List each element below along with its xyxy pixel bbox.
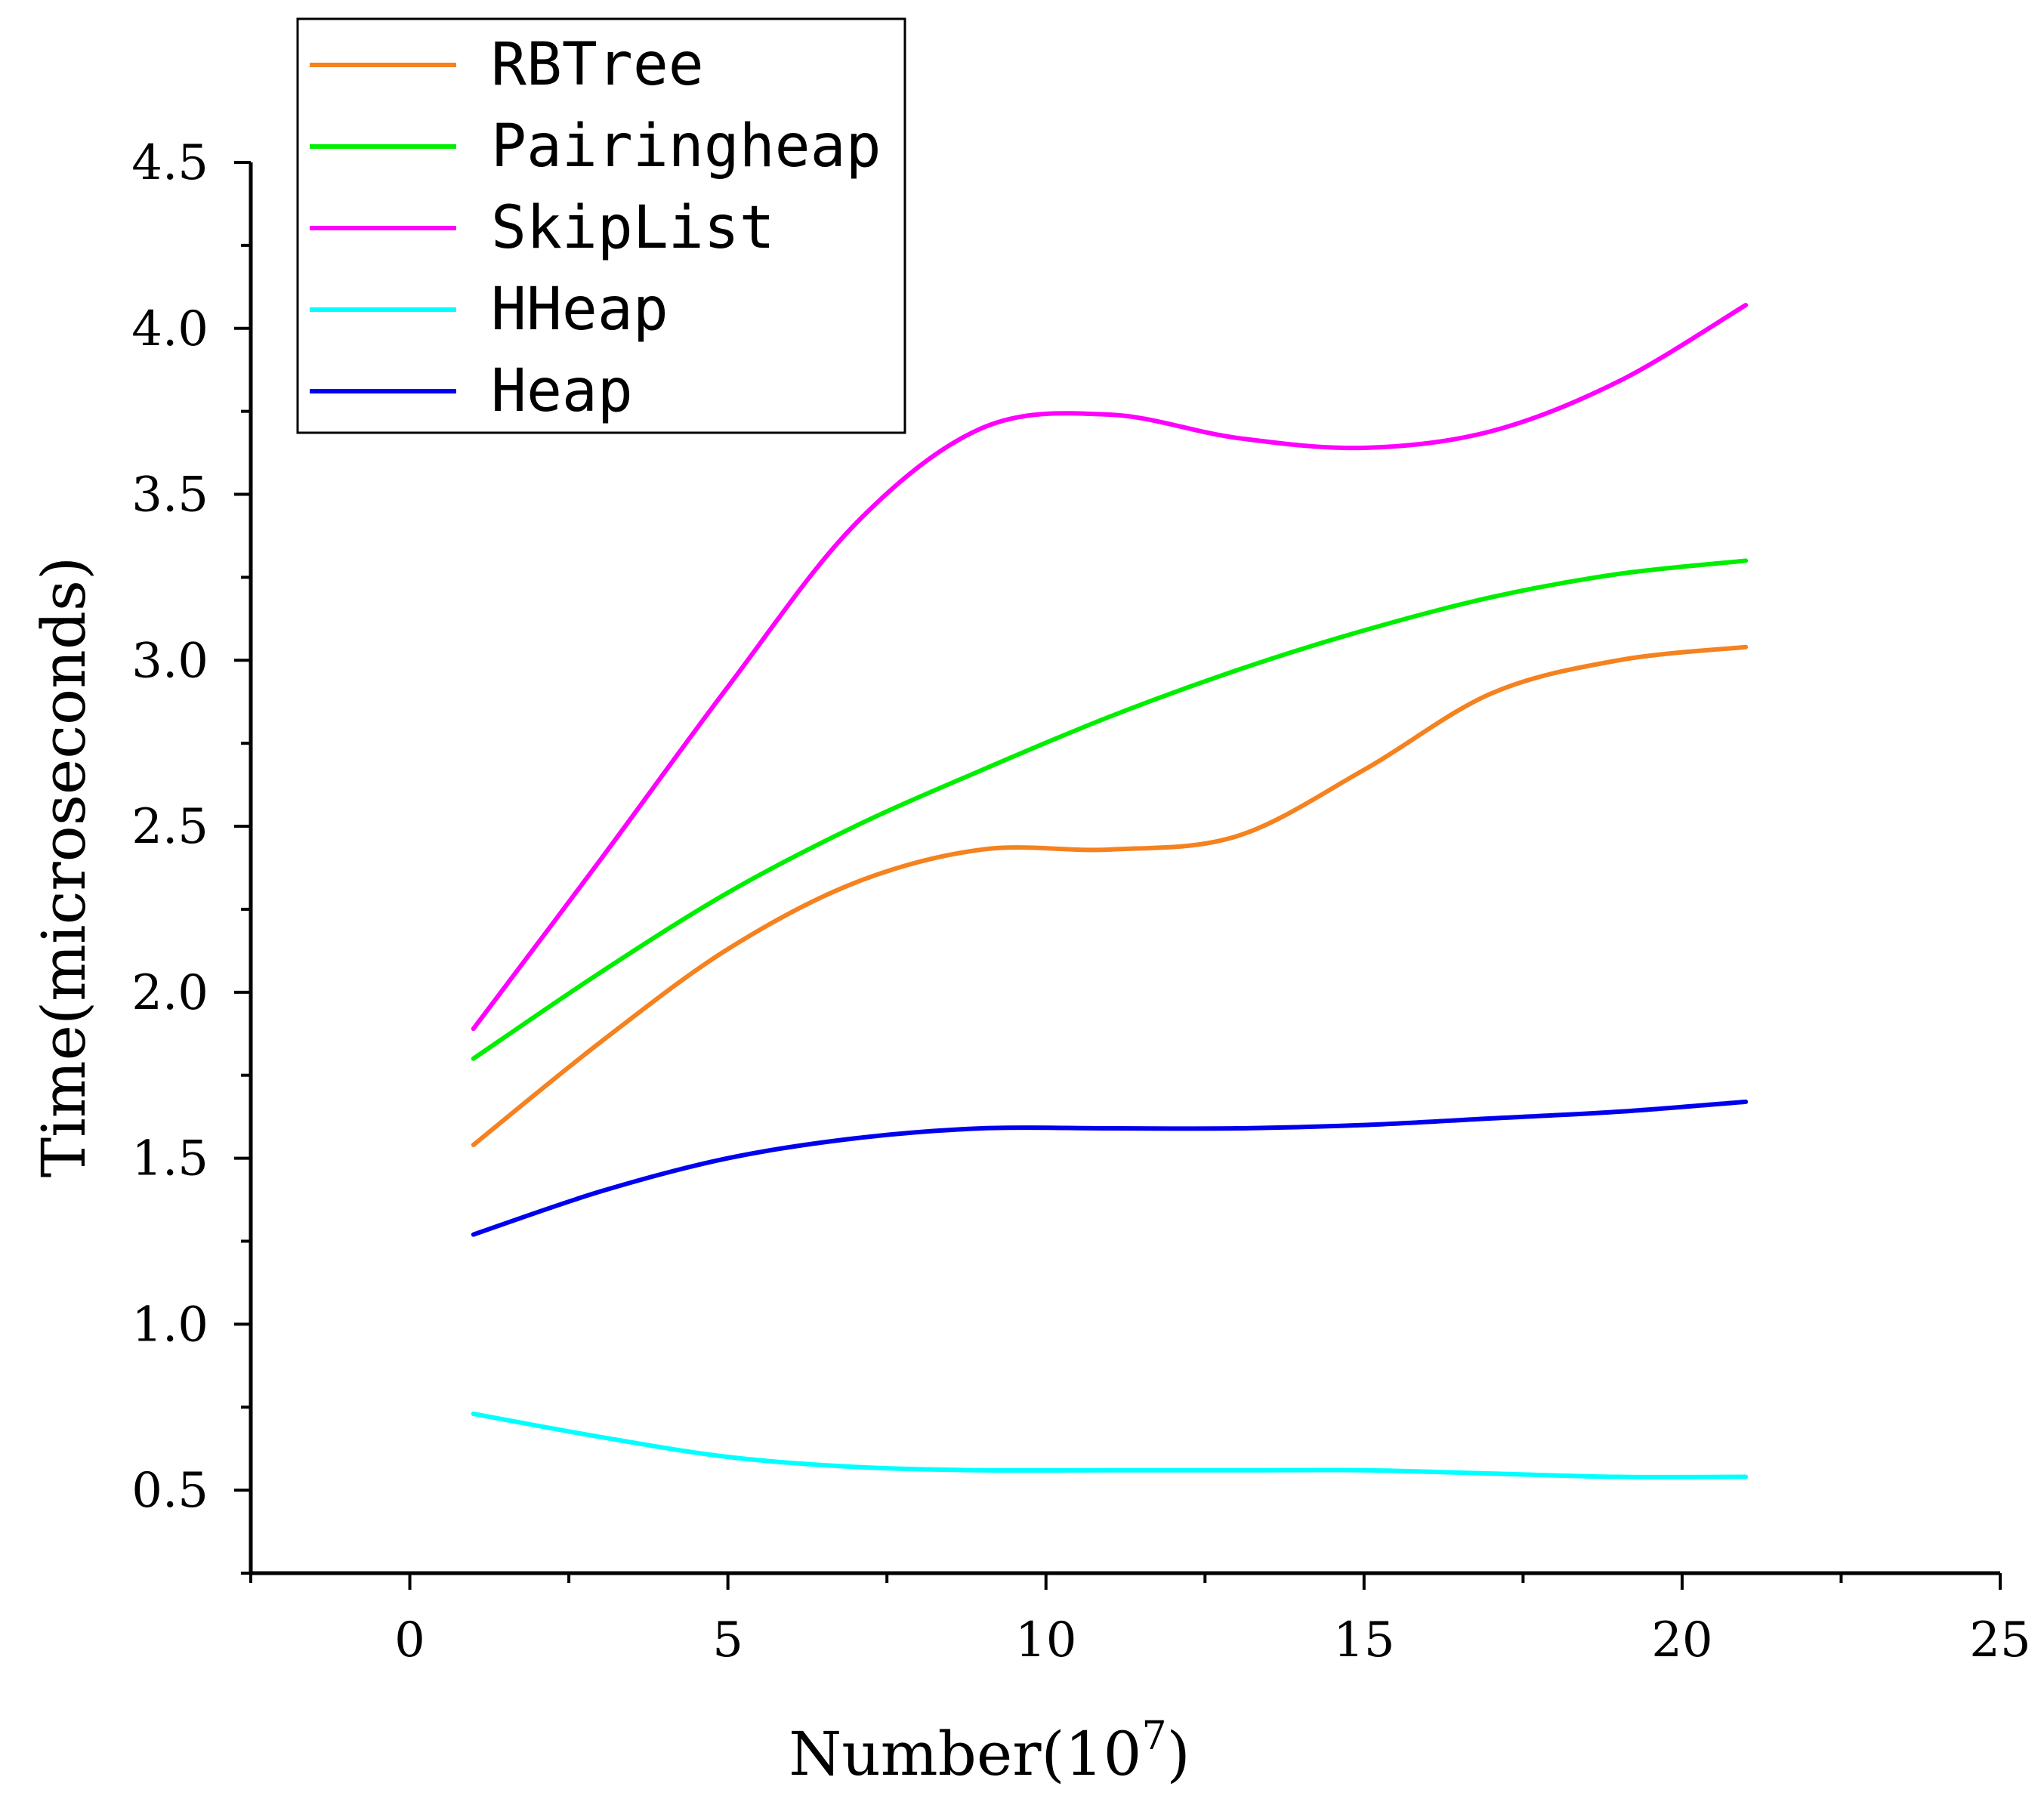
legend-label-pairingheap: Pairingheap: [491, 113, 882, 180]
series-line-rbtree: [471, 644, 1749, 1148]
y-tick-label: 2.0: [131, 965, 208, 1021]
x-axis-title-exponent: 7: [1141, 1714, 1166, 1759]
y-ticks: 0.5 1.0 1.5 2.0 2.5 3.0 3.5 4.0 4.5: [131, 135, 251, 1575]
series-line-skiplist: [471, 302, 1749, 1032]
x-tick-label: 20: [1651, 1612, 1712, 1668]
x-axis-title: Number(107): [789, 1714, 1190, 1789]
series-layer: [471, 302, 1749, 1479]
x-tick-label: 5: [712, 1612, 743, 1668]
legend: RBTree Pairingheap SkipList HHeap Heap: [296, 17, 906, 434]
axes: [249, 162, 2000, 1575]
y-tick-label: 3.5: [131, 467, 208, 523]
y-tick-label: 3.0: [131, 633, 208, 689]
y-tick-label: 2.5: [131, 799, 208, 855]
y-tick-label: 1.5: [131, 1131, 208, 1187]
x-tick-label: 0: [394, 1612, 425, 1668]
legend-label-heap: Heap: [491, 357, 633, 425]
y-tick-label: 0.5: [131, 1463, 208, 1519]
legend-label-hheap: HHeap: [491, 276, 668, 344]
y-tick-label: 4.5: [131, 135, 208, 191]
x-tick-label: 10: [1015, 1612, 1076, 1668]
x-axis-title-text: Number(10: [789, 1719, 1141, 1789]
series-line-pairingheap: [471, 558, 1749, 1061]
y-axis-title: Time(microseconds): [29, 557, 99, 1177]
series-line-heap: [471, 1099, 1749, 1237]
x-ticks: 0 5 10 15 20 25: [249, 1573, 2031, 1668]
x-tick-label: 15: [1333, 1612, 1394, 1668]
legend-label-rbtree: RBTree: [491, 31, 704, 99]
y-tick-label: 4.0: [131, 301, 208, 357]
y-tick-label: 1.0: [131, 1297, 208, 1353]
series-line-hheap: [471, 1412, 1749, 1479]
x-tick-label: 25: [1969, 1612, 2030, 1668]
x-axis-title-suffix: ): [1167, 1719, 1190, 1789]
legend-label-skiplist: SkipList: [491, 194, 775, 262]
